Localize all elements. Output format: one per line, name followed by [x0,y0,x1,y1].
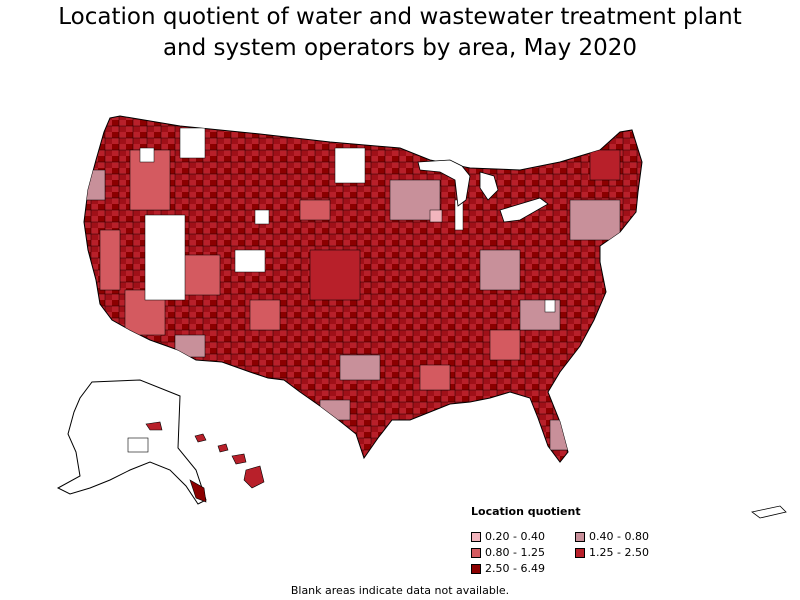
area-region [84,169,106,201]
blank-area [544,299,556,313]
area-region [299,199,331,221]
area-region [309,249,361,301]
legend-grid: 0.20 - 0.40 0.40 - 0.80 0.80 - 1.25 1.25… [471,530,691,575]
area-region [429,209,443,223]
alaska [56,379,207,505]
blank-area [234,249,266,273]
blank-area [179,127,206,159]
blank-area [144,214,186,301]
legend-swatch [471,531,481,542]
blank-area [254,209,270,225]
legend-item: 0.20 - 0.40 [471,530,575,543]
area-region [179,254,221,296]
area-region [569,199,621,241]
area-region [549,419,571,451]
area-region [127,437,149,453]
hawaii [145,421,265,489]
legend-label: 1.25 - 2.50 [589,546,649,559]
area-region [489,329,521,361]
map-title: Location quotient of water and wastewate… [0,2,800,64]
legend-item: 2.50 - 6.49 [471,562,575,575]
map-title-line-1: Location quotient of water and wastewate… [58,4,742,30]
legend-swatch [575,547,585,558]
great-lakes [499,197,549,223]
legend-label: 2.50 - 6.49 [485,562,545,575]
puerto-rico [751,505,787,519]
area-region [479,249,521,291]
area-region [319,399,351,421]
legend-label: 0.20 - 0.40 [485,530,545,543]
great-lakes [479,171,499,201]
area-region [339,354,381,381]
legend-item: 1.25 - 2.50 [575,546,685,559]
area-region [99,229,121,291]
legend-label: 0.80 - 1.25 [485,546,545,559]
area-region [419,364,451,391]
legend-title: Location quotient [471,505,581,518]
legend-swatch [471,563,481,574]
conterminous-us [83,115,643,463]
legend-item: 0.80 - 1.25 [471,546,575,559]
map-title-line-2: and system operators by area, May 2020 [162,35,638,61]
legend-swatch [575,531,585,542]
legend: Location quotient 0.20 - 0.40 0.40 - 0.8… [471,505,691,575]
area-region [174,334,206,358]
blank-area [334,147,366,184]
great-lakes [417,159,471,207]
blank-area [139,147,155,163]
legend-swatch [471,547,481,558]
legend-item: 0.40 - 0.80 [575,530,685,543]
legend-label: 0.40 - 0.80 [589,530,649,543]
footnote: Blank areas indicate data not available. [290,584,510,597]
area-region [249,299,281,331]
area-region [589,149,621,181]
